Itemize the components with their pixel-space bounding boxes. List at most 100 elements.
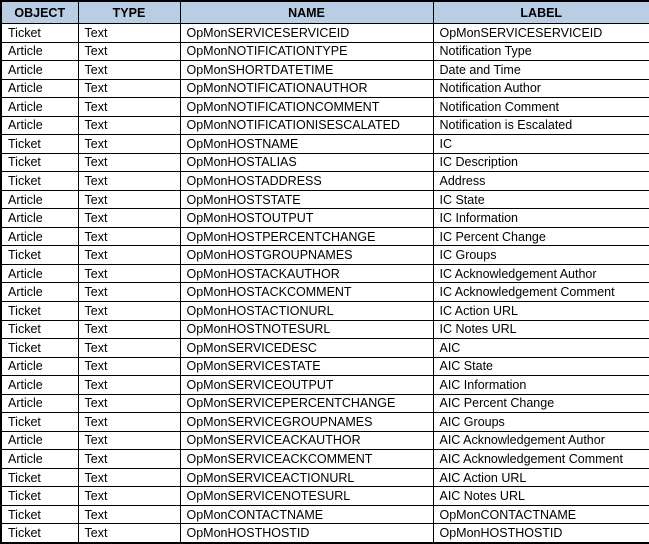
- table-row: Ticket Text OpMonHOSTHOSTID OpMonHOSTHOSTID: [0, 523, 649, 544]
- cell-name: OpMonSERVICESTATE: [179, 356, 434, 377]
- table-row: Ticket Text OpMonSERVICESERVICEID OpMonSERV…: [0, 23, 649, 43]
- cell-type: Text: [77, 263, 181, 284]
- cell-object: Article: [0, 282, 79, 302]
- cell-name: OpMonHOSTACKAUTHOR: [179, 263, 434, 284]
- table-row: Ticket Text OpMonSERVICEACTIONURL AIC Actio…: [0, 467, 649, 488]
- cell-object: Article: [0, 226, 79, 247]
- cell-label: AIC Percent Change: [432, 393, 649, 414]
- cell-object: Article: [0, 263, 79, 284]
- cell-label: OpMonHOSTHOSTID: [432, 523, 649, 544]
- cell-name: OpMonNOTIFICATIONTYPE: [179, 41, 434, 62]
- table-row: Ticket Text OpMonSERVICEDESC AIC: [0, 338, 649, 358]
- cell-type: Text: [77, 356, 181, 377]
- cell-label: AIC Acknowledgement Author: [432, 430, 649, 451]
- cell-object: Article: [0, 430, 79, 451]
- cell-name: OpMonHOSTHOSTID: [179, 523, 434, 544]
- cell-type: Text: [77, 393, 181, 414]
- cell-type: Text: [77, 226, 181, 247]
- cell-name: OpMonCONTACTNAME: [179, 504, 434, 525]
- cell-type: Text: [77, 375, 181, 395]
- cell-object: Article: [0, 78, 79, 99]
- cell-label: Notification is Escalated: [432, 115, 649, 136]
- cell-object: Ticket: [0, 338, 79, 358]
- table-row: Ticket Text OpMonHOSTACTIONURL IC Action UR…: [0, 300, 649, 321]
- cell-label: IC Action URL: [432, 300, 649, 321]
- cell-label: AIC Notes URL: [432, 486, 649, 506]
- cell-object: Ticket: [0, 245, 79, 265]
- cell-label: IC Description: [432, 152, 649, 173]
- cell-label: IC Information: [432, 208, 649, 228]
- table-row: Ticket Text OpMonSERVICEGROUPNAMES AIC Grou…: [0, 412, 649, 432]
- cell-label: IC State: [432, 189, 649, 210]
- cell-type: Text: [77, 319, 181, 340]
- table-row: Article Text OpMonSHORTDATETIME Date and Ti…: [0, 60, 649, 80]
- column-header-type: TYPE: [77, 0, 181, 24]
- cell-name: OpMonSERVICEGROUPNAMES: [179, 412, 434, 432]
- cell-object: Ticket: [0, 134, 79, 154]
- cell-object: Article: [0, 115, 79, 136]
- cell-type: Text: [77, 41, 181, 62]
- cell-name: OpMonSERVICEACKAUTHOR: [179, 430, 434, 451]
- cell-object: Article: [0, 375, 79, 395]
- cell-type: Text: [77, 504, 181, 525]
- cell-label: AIC Information: [432, 375, 649, 395]
- table-row: Article Text OpMonNOTIFICATIONTYPE Notifica…: [0, 41, 649, 62]
- cell-label: IC Notes URL: [432, 319, 649, 340]
- cell-name: OpMonSHORTDATETIME: [179, 60, 434, 80]
- cell-object: Ticket: [0, 467, 79, 488]
- cell-name: OpMonNOTIFICATIONISESCALATED: [179, 115, 434, 136]
- cell-name: OpMonSERVICEACKCOMMENT: [179, 449, 434, 469]
- cell-type: Text: [77, 23, 181, 43]
- cell-name: OpMonSERVICEPERCENTCHANGE: [179, 393, 434, 414]
- table-row: Article Text OpMonNOTIFICATIONISESCALATED N…: [0, 115, 649, 136]
- cell-name: OpMonHOSTOUTPUT: [179, 208, 434, 228]
- cell-object: Article: [0, 449, 79, 469]
- cell-object: Article: [0, 393, 79, 414]
- column-header-name: NAME: [179, 0, 434, 24]
- cell-object: Ticket: [0, 486, 79, 506]
- column-header-object: OBJECT: [0, 0, 79, 24]
- table-body: Ticket Text OpMonSERVICESERVICEID OpMonSERV…: [0, 23, 649, 544]
- cell-label: IC Percent Change: [432, 226, 649, 247]
- table-row: Article Text OpMonSERVICEACKAUTHOR AIC Ackn…: [0, 430, 649, 451]
- cell-type: Text: [77, 245, 181, 265]
- cell-type: Text: [77, 338, 181, 358]
- table-row: Ticket Text OpMonHOSTALIAS IC Description: [0, 152, 649, 173]
- cell-name: OpMonSERVICENOTESURL: [179, 486, 434, 506]
- cell-label: Address: [432, 171, 649, 191]
- cell-name: OpMonHOSTGROUPNAMES: [179, 245, 434, 265]
- cell-name: OpMonSERVICEOUTPUT: [179, 375, 434, 395]
- table-row: Ticket Text OpMonHOSTNOTESURL IC Notes URL: [0, 319, 649, 340]
- cell-type: Text: [77, 134, 181, 154]
- column-header-label: LABEL: [432, 0, 649, 24]
- table-row: Article Text OpMonSERVICEPERCENTCHANGE AIC …: [0, 393, 649, 414]
- cell-type: Text: [77, 152, 181, 173]
- cell-type: Text: [77, 171, 181, 191]
- cell-name: OpMonNOTIFICATIONCOMMENT: [179, 97, 434, 117]
- cell-name: OpMonHOSTALIAS: [179, 152, 434, 173]
- table-row: Article Text OpMonNOTIFICATIONCOMMENT Notif…: [0, 97, 649, 117]
- cell-label: AIC Action URL: [432, 467, 649, 488]
- table-row: Article Text OpMonSERVICESTATE AIC State: [0, 356, 649, 377]
- table-row: Article Text OpMonHOSTOUTPUT IC Information: [0, 208, 649, 228]
- cell-object: Ticket: [0, 23, 79, 43]
- cell-name: OpMonHOSTNAME: [179, 134, 434, 154]
- table-row: Article Text OpMonHOSTSTATE IC State: [0, 189, 649, 210]
- table-row: Ticket Text OpMonSERVICENOTESURL AIC Notes …: [0, 486, 649, 506]
- cell-name: OpMonSERVICESERVICEID: [179, 23, 434, 43]
- cell-label: IC: [432, 134, 649, 154]
- cell-object: Ticket: [0, 504, 79, 525]
- cell-object: Article: [0, 97, 79, 117]
- table-row: Article Text OpMonSERVICEACKCOMMENT AIC Ack…: [0, 449, 649, 469]
- cell-label: Date and Time: [432, 60, 649, 80]
- cell-object: Ticket: [0, 171, 79, 191]
- cell-label: OpMonCONTACTNAME: [432, 504, 649, 525]
- table-row: Ticket Text OpMonCONTACTNAME OpMonCONTACTNA…: [0, 504, 649, 525]
- cell-type: Text: [77, 449, 181, 469]
- cell-object: Article: [0, 60, 79, 80]
- cell-type: Text: [77, 208, 181, 228]
- table-row: Ticket Text OpMonHOSTADDRESS Address: [0, 171, 649, 191]
- cell-object: Article: [0, 41, 79, 62]
- cell-object: Ticket: [0, 152, 79, 173]
